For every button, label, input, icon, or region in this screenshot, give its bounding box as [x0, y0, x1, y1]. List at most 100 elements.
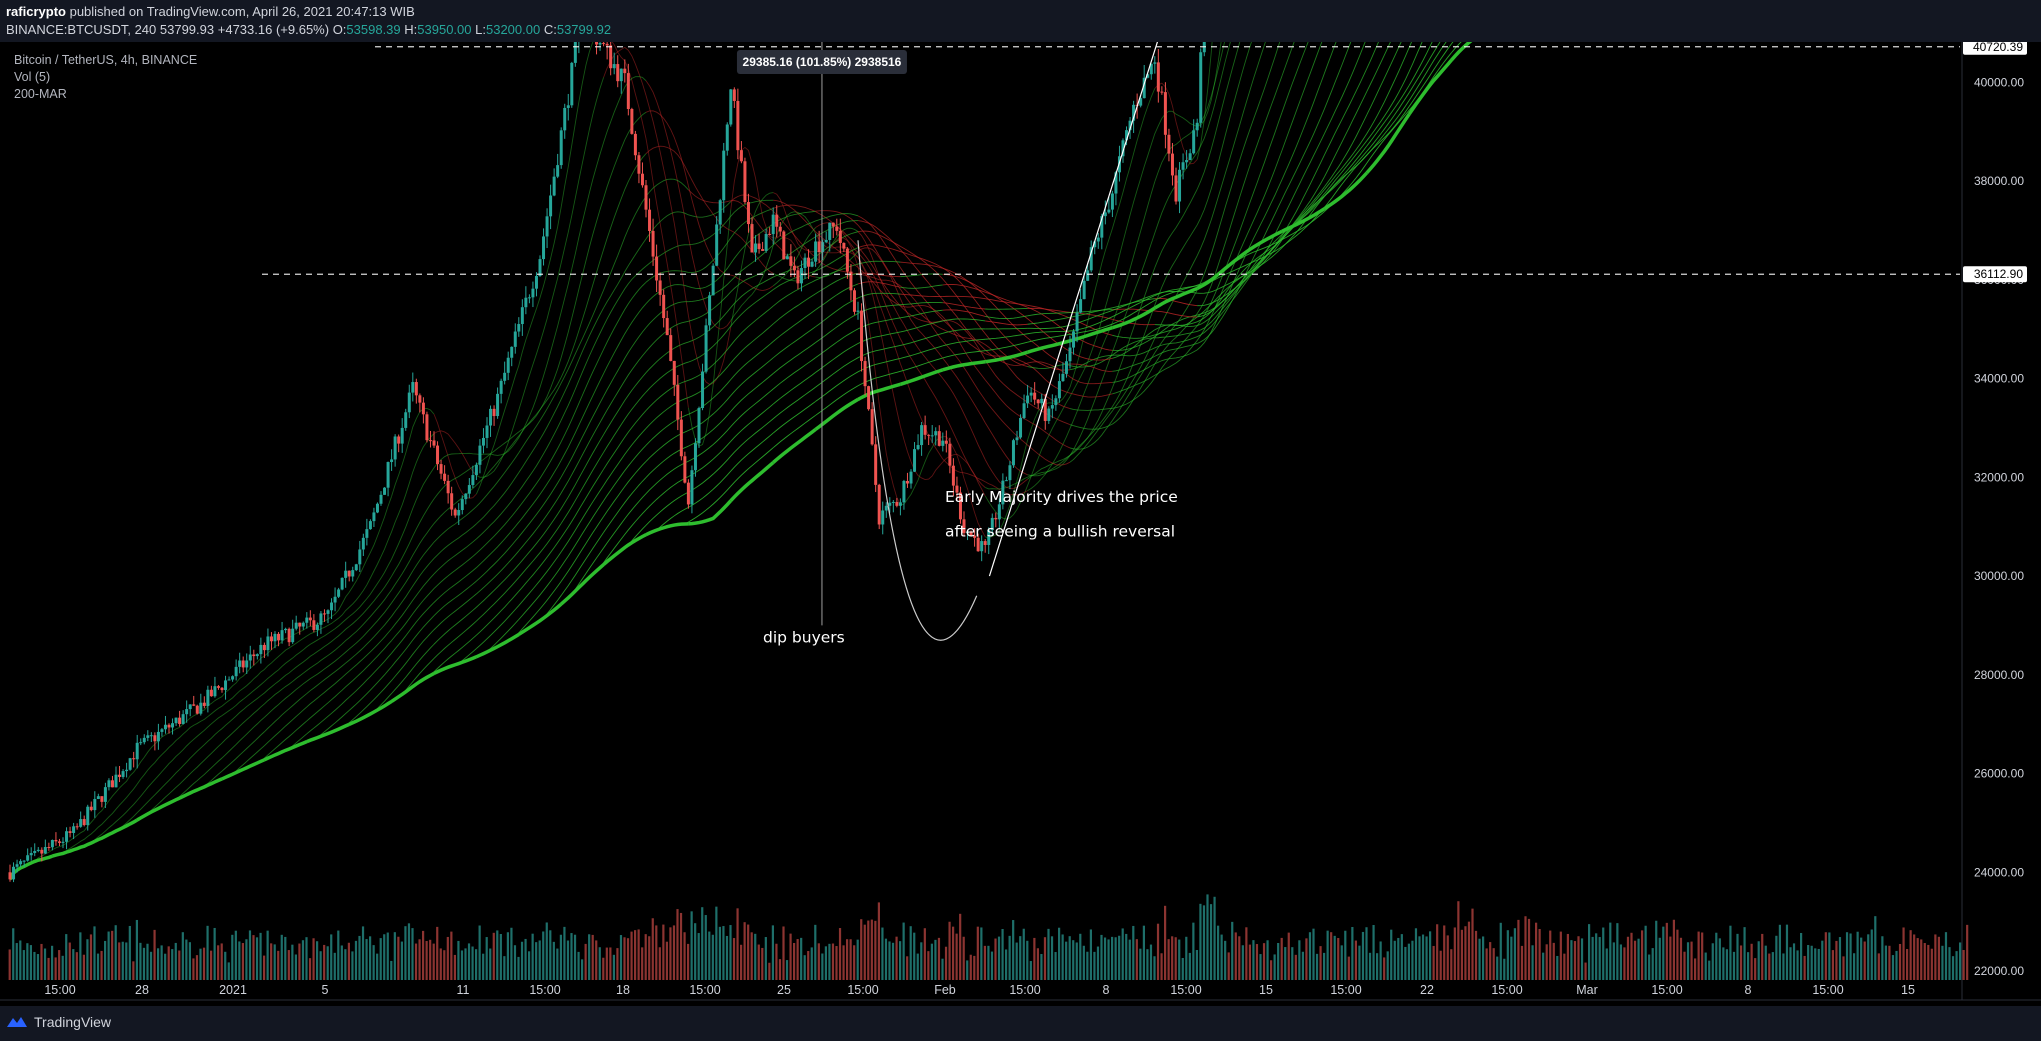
candle-body [460, 499, 464, 511]
volume-bar [114, 925, 117, 980]
ma-line-segment [857, 215, 901, 268]
ma-line-segment [51, 839, 96, 858]
candle-body [980, 541, 984, 552]
candle [174, 717, 178, 726]
candle [941, 432, 945, 452]
candle [305, 612, 309, 629]
ma-line-segment [348, 575, 392, 627]
ma-line-segment [688, 485, 732, 523]
candle [118, 765, 122, 783]
volume-bar [944, 946, 948, 980]
volume-bar [425, 941, 428, 980]
candle [821, 239, 825, 261]
volume-bar [1079, 933, 1082, 980]
ma-line-segment [900, 288, 944, 330]
price-chart[interactable]: 29385.16 (101.85%) 2938516Late Majority … [0, 42, 2041, 1006]
volume-bar [1460, 929, 1463, 980]
candle [326, 609, 330, 624]
candle [234, 659, 238, 681]
candle-body [852, 290, 856, 312]
ma-line-segment [560, 249, 605, 378]
volume-bar [1305, 938, 1308, 980]
volume-bar [690, 911, 693, 980]
ma-line-segment [476, 431, 520, 465]
volume-bar [1107, 939, 1110, 980]
candle-body [485, 425, 489, 438]
volume-bar [1361, 931, 1365, 980]
ma-line-segment [306, 659, 350, 694]
candle-body [697, 408, 701, 444]
volume-bar [1128, 939, 1131, 980]
candle-body [814, 241, 818, 262]
volume-bar [1651, 948, 1654, 980]
candle [527, 294, 531, 304]
ma-line-segment [857, 244, 901, 252]
ma-line-segment [1281, 73, 1325, 180]
ma-line-segment [603, 493, 647, 549]
legend-ma[interactable]: 200-MAR [14, 87, 67, 101]
legend-volume[interactable]: Vol (5) [14, 70, 51, 84]
volume-bar [1888, 945, 1891, 980]
volume-bar [1909, 930, 1912, 980]
ma-line-segment [1154, 321, 1198, 326]
volume-bar [1711, 943, 1714, 980]
ma-line-segment [1112, 347, 1155, 357]
low-value: 53200.00 [485, 22, 541, 37]
candle [552, 168, 556, 197]
volume-bar [146, 943, 149, 980]
volume-bar [266, 930, 269, 980]
ma-line-segment [1365, 113, 1411, 175]
ma-line-segment [391, 573, 435, 630]
volume-bar [1294, 954, 1297, 980]
ma-line-segment [688, 237, 732, 273]
ma-line-segment [815, 357, 859, 388]
volume-bar [241, 943, 244, 980]
volume-bar [694, 923, 697, 980]
candle [863, 356, 867, 396]
volume-bar [142, 947, 146, 980]
candle [485, 417, 489, 449]
ma-line-segment [518, 262, 562, 411]
candle-body [775, 214, 779, 227]
volume-bar [188, 942, 191, 980]
legend-title[interactable]: Bitcoin / TetherUS, 4h, BINANCE [14, 53, 198, 67]
volume-bar [817, 943, 820, 980]
candle-body [277, 633, 281, 641]
candle-body [817, 241, 821, 253]
ma-line-segment [1154, 336, 1198, 349]
candle-body [1082, 280, 1086, 300]
ma-line-segment [942, 350, 986, 359]
ma-line-segment [518, 441, 562, 508]
candle [669, 328, 673, 362]
volume-bar [1672, 919, 1675, 980]
y-tick-label: 24000.00 [1974, 865, 2024, 879]
volume-bar [538, 940, 541, 980]
volume-bar [927, 951, 930, 980]
candle-body [704, 325, 708, 372]
candle-body [1139, 98, 1143, 106]
candle-body [344, 570, 348, 578]
candle-body [294, 622, 298, 629]
tradingview-logo[interactable]: TradingView [6, 1014, 111, 1030]
candle-body [520, 307, 524, 325]
candle [171, 718, 175, 735]
candle [368, 519, 372, 530]
candle-body [1026, 395, 1030, 404]
ma-line-segment [815, 210, 859, 226]
ma-line-segment [857, 331, 901, 344]
candle-body [128, 758, 132, 770]
volume-bar [128, 925, 131, 980]
volume-bar [828, 943, 831, 980]
publisher-name[interactable]: raficrypto [6, 4, 66, 19]
ma-line-segment [645, 145, 689, 174]
volume-bar [471, 946, 474, 980]
ma-line-segment [688, 455, 732, 493]
candle [93, 791, 97, 818]
candle-body [1156, 62, 1160, 92]
ma-line-segment [1069, 322, 1113, 429]
volume-bar [1503, 958, 1506, 980]
candles [8, 42, 1206, 883]
ma-line-segment [433, 523, 477, 559]
volume-bar [1185, 936, 1188, 980]
candle-body [312, 620, 316, 630]
